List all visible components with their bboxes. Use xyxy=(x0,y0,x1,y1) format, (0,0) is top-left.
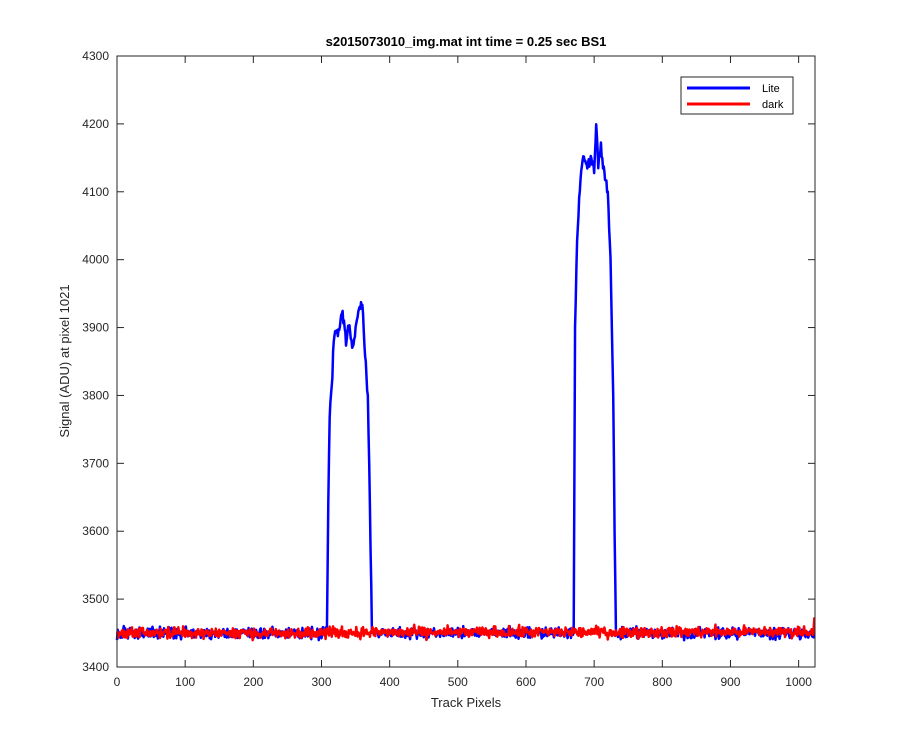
x-tick-label: 1000 xyxy=(785,675,812,689)
legend-box xyxy=(680,76,794,115)
y-tick-label: 3500 xyxy=(82,592,109,606)
x-tick-label: 800 xyxy=(652,675,672,689)
axes-box xyxy=(116,55,816,668)
x-axis-label: Track Pixels xyxy=(431,695,502,710)
legend: Lite dark xyxy=(680,76,794,115)
x-tick-label: 0 xyxy=(114,675,121,689)
x-tick-label: 700 xyxy=(584,675,604,689)
y-tick-label: 4200 xyxy=(82,117,109,131)
legend-label-lite: Lite xyxy=(762,83,780,95)
y-tick-label: 4000 xyxy=(82,253,109,267)
x-tick-label: 200 xyxy=(243,675,263,689)
y-tick-label: 3400 xyxy=(82,660,109,674)
series-layer xyxy=(115,123,816,642)
x-tick-label: 600 xyxy=(516,675,536,689)
legend-label-dark: dark xyxy=(762,99,784,111)
x-tick-label: 100 xyxy=(175,675,195,689)
x-tick-label: 500 xyxy=(448,675,468,689)
y-tick-label: 3600 xyxy=(82,524,109,538)
chart-title: s2015073010_img.mat int time = 0.25 sec … xyxy=(326,34,607,49)
series-line-dark xyxy=(115,617,816,642)
y-tick-label: 3800 xyxy=(82,388,109,402)
y-tick-label: 4100 xyxy=(82,185,109,199)
y-axis-label: Signal (ADU) at pixel 1021 xyxy=(57,284,72,437)
y-tick-label: 3900 xyxy=(82,321,109,335)
x-tick-label: 400 xyxy=(380,675,400,689)
plot-area xyxy=(117,56,815,667)
x-tick-label: 300 xyxy=(311,675,331,689)
ticks-layer: 0 100 200 300 400 500 600 700 800 900 1000 3400 3500… xyxy=(82,49,815,689)
y-tick-label: 3700 xyxy=(82,456,109,470)
y-tick-label: 4300 xyxy=(82,49,109,63)
x-tick-label: 900 xyxy=(720,675,740,689)
